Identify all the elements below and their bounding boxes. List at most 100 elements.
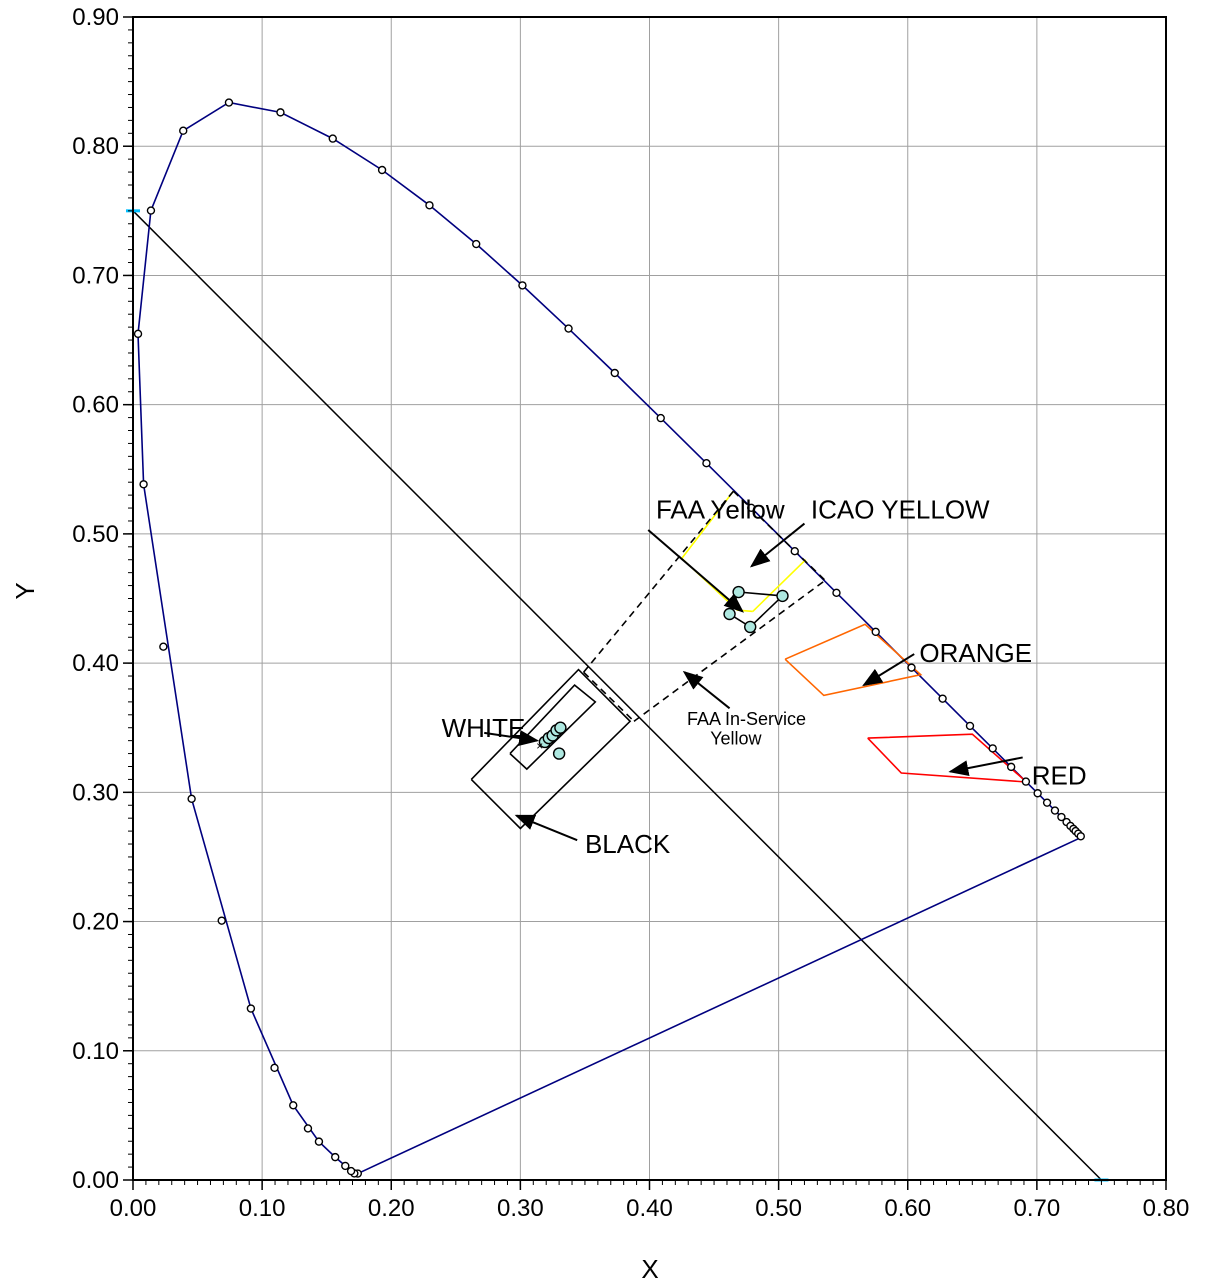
locus-marker bbox=[1050, 806, 1060, 815]
locus-marker bbox=[472, 239, 481, 249]
measured-point bbox=[554, 721, 567, 734]
locus-marker bbox=[790, 547, 799, 556]
locus-marker bbox=[224, 98, 234, 107]
x-tick-label: 0.30 bbox=[497, 1195, 544, 1222]
locus-marker bbox=[328, 134, 337, 143]
purple-line bbox=[357, 836, 1083, 1175]
locus-marker bbox=[965, 721, 975, 731]
axes: 0.00 0.10 0.20 0.30 0.40 0.50 0.60 0.70 0.80 0.00… bbox=[72, 4, 1189, 1222]
annotation-faa-in-service: FAA In-Service bbox=[687, 709, 806, 729]
locus-marker bbox=[747, 503, 756, 512]
locus-marker bbox=[187, 794, 196, 803]
grid bbox=[133, 17, 1166, 1180]
x-tick-label: 0.80 bbox=[1143, 1195, 1190, 1222]
annotation-arrow bbox=[682, 670, 731, 710]
locus-marker bbox=[1033, 789, 1042, 798]
locus-marker bbox=[1057, 812, 1066, 822]
y-axis-title: Y bbox=[10, 582, 40, 599]
measured-point bbox=[723, 607, 736, 621]
locus-marker bbox=[702, 459, 711, 468]
locus-marker bbox=[341, 1161, 350, 1171]
y-tick-label: 0.10 bbox=[72, 1038, 119, 1065]
x-tick-label: 0.60 bbox=[884, 1195, 931, 1222]
locus-marker bbox=[270, 1063, 279, 1073]
measured-point bbox=[744, 620, 757, 634]
locus-marker bbox=[564, 324, 573, 333]
locus-marker bbox=[1021, 777, 1031, 786]
locus-marker bbox=[139, 480, 148, 489]
locus-marker bbox=[1042, 798, 1052, 807]
annotation-icao-yellow: ICAO YELLOW bbox=[811, 494, 990, 524]
locus-marker bbox=[832, 588, 841, 598]
series-layer: × bbox=[126, 98, 1109, 1182]
locus-marker bbox=[1076, 832, 1085, 841]
white-center-mark: × bbox=[536, 739, 543, 753]
x-tick-label: 0.20 bbox=[368, 1195, 415, 1222]
x-tick-label: 0.10 bbox=[239, 1195, 286, 1222]
locus-marker bbox=[377, 165, 387, 175]
annotation-layer: FAA Yellow ICAO YELLOW ORANGE RED WHITE BLACK… bbox=[442, 494, 1087, 859]
x-tick-label: 0.40 bbox=[626, 1195, 673, 1222]
locus-marker bbox=[314, 1137, 324, 1146]
y-tick-label: 0.80 bbox=[72, 133, 119, 160]
locus-marker bbox=[331, 1152, 340, 1162]
y-tick-label: 0.90 bbox=[72, 4, 119, 31]
y-tick-label: 0.70 bbox=[72, 262, 119, 289]
y-tick-label: 0.30 bbox=[72, 779, 119, 806]
locus-marker bbox=[346, 1166, 356, 1176]
locus-marker bbox=[656, 413, 665, 423]
region-white bbox=[509, 684, 597, 771]
x-tick-label: 0.70 bbox=[1014, 1195, 1061, 1222]
locus-marker bbox=[988, 744, 997, 753]
annotation-arrow bbox=[948, 756, 1023, 777]
region-faa-in-service-yellow bbox=[582, 490, 735, 673]
y-tick-label: 0.60 bbox=[72, 392, 119, 419]
region-faa-in-service-yellow bbox=[583, 671, 635, 722]
annotation-black: BLACK bbox=[585, 829, 671, 859]
x-axis-title: X bbox=[641, 1254, 658, 1284]
annotation-faa-yellow: FAA Yellow bbox=[656, 494, 785, 524]
y-tick-label: 0.50 bbox=[72, 521, 119, 548]
region-faa-in-service-yellow bbox=[633, 579, 826, 722]
locus-marker bbox=[289, 1101, 298, 1110]
region-faa-yellow bbox=[752, 559, 807, 612]
locus-marker bbox=[179, 126, 188, 135]
y-tick-label: 0.20 bbox=[72, 909, 119, 936]
locus-marker bbox=[907, 663, 916, 672]
locus-marker bbox=[518, 281, 527, 290]
measured-point bbox=[732, 585, 745, 599]
annotation-orange: ORANGE bbox=[919, 638, 1032, 668]
measured-point bbox=[776, 589, 789, 603]
x-tick-label: 0.00 bbox=[110, 1195, 157, 1222]
locus-marker bbox=[1006, 762, 1016, 772]
x-tick-label: 0.50 bbox=[755, 1195, 802, 1222]
measured-point bbox=[552, 747, 566, 760]
region-orange bbox=[784, 623, 923, 697]
locus-marker bbox=[276, 108, 285, 117]
annotation-yellow: Yellow bbox=[710, 729, 762, 749]
annotation-red: RED bbox=[1032, 761, 1087, 791]
annotation-arrow bbox=[514, 814, 578, 842]
annotation-white: WHITE bbox=[442, 713, 526, 743]
annotation-arrow bbox=[749, 522, 806, 568]
reference-line bbox=[132, 210, 1102, 1181]
locus-marker bbox=[425, 201, 434, 210]
locus-marker bbox=[159, 642, 168, 651]
region-black bbox=[470, 668, 632, 830]
annotation-arrow bbox=[862, 653, 915, 687]
locus-marker bbox=[610, 368, 619, 378]
locus-marker bbox=[133, 329, 143, 339]
region-faa-yellow bbox=[681, 557, 753, 613]
y-tick-label: 0.00 bbox=[72, 1167, 119, 1194]
y-tick-label: 0.40 bbox=[72, 650, 119, 677]
locus-marker bbox=[146, 206, 156, 215]
locus-marker bbox=[217, 916, 226, 925]
locus-marker bbox=[938, 694, 947, 703]
region-faa-in-service-yellow bbox=[732, 490, 826, 581]
locus-marker bbox=[871, 627, 880, 637]
locus-marker bbox=[246, 1004, 256, 1013]
annotation-arrow bbox=[484, 730, 540, 746]
annotation-arrow bbox=[647, 529, 744, 613]
locus-marker bbox=[303, 1124, 313, 1133]
